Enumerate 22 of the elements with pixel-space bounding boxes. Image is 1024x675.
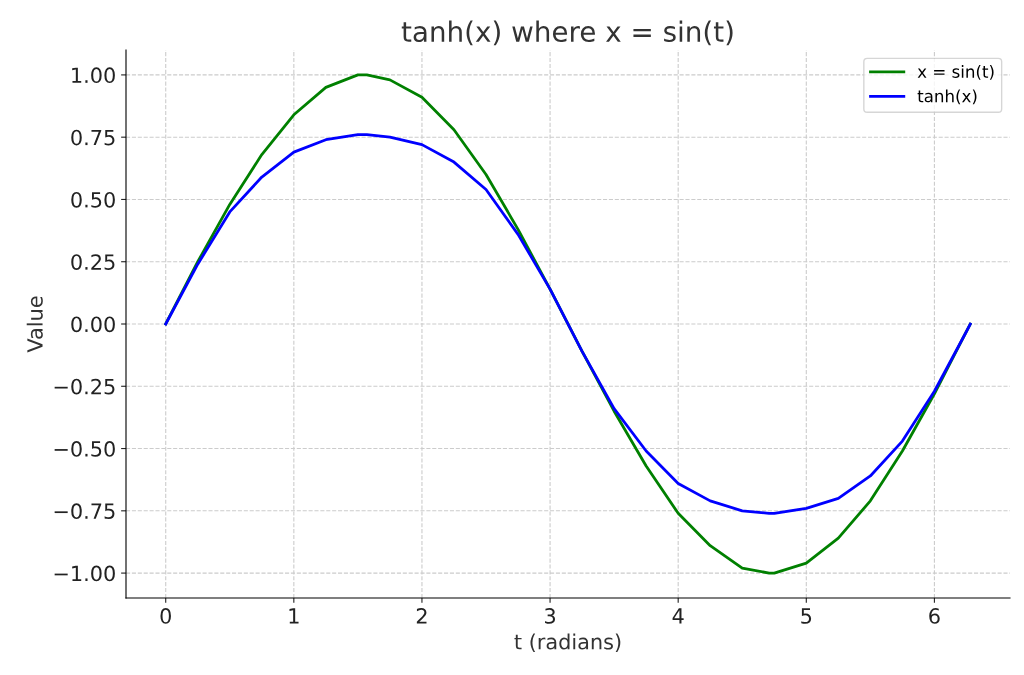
y-tick-label: −1.00: [54, 565, 115, 582]
y-axis-title: Value: [26, 296, 43, 353]
x-tick-label: 0: [160, 608, 171, 624]
x-axis-title: t (radians): [514, 633, 621, 653]
legend-label: x = sin(t): [917, 65, 994, 80]
y-tick-label: −0.50: [54, 441, 115, 457]
x-tick-label: 4: [672, 608, 684, 624]
x-tick-label: 6: [929, 608, 940, 624]
y-tick-label: −0.25: [54, 378, 115, 395]
chart-title: tanh(x) where x = sin(t): [401, 20, 733, 46]
legend-label: tanh(x): [917, 89, 977, 105]
y-tick-label: −0.75: [54, 503, 115, 520]
x-tick-label: 1: [289, 608, 299, 624]
x-tick-label: 2: [416, 608, 427, 624]
y-tick-label: 0.25: [71, 254, 115, 270]
y-tick-label: 0.75: [71, 129, 115, 146]
y-tick-label: 0.50: [71, 191, 115, 208]
line-series: [164, 133, 972, 515]
x-tick-label: 3: [545, 608, 556, 624]
y-tick-label: 1.00: [72, 67, 115, 84]
x-tick-label: 5: [801, 608, 812, 624]
y-tick-label: 0.00: [71, 316, 115, 333]
